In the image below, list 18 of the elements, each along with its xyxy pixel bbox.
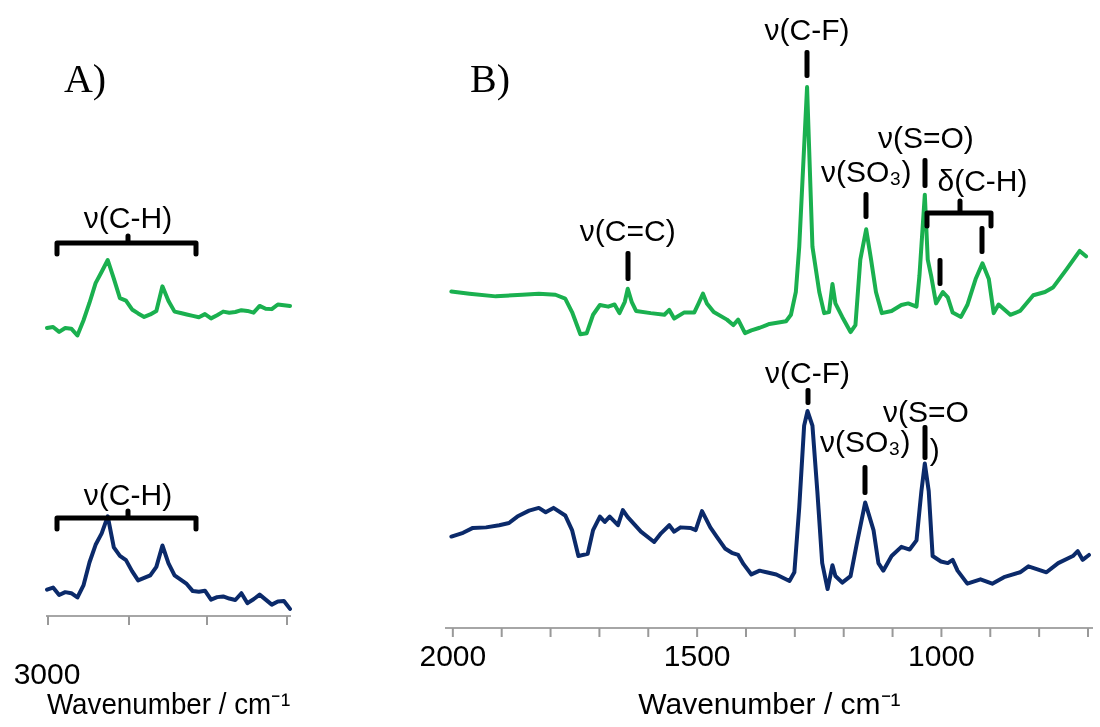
annotation: ν(C-F) <box>764 13 850 46</box>
x-tick-label: 2000 <box>419 639 487 673</box>
annotation: ) <box>929 432 940 466</box>
text: ν(C-H) <box>83 201 173 234</box>
x-tick-label: 1500 <box>663 639 731 673</box>
annotation: ν(C-H) <box>83 478 173 511</box>
x-tick-label: 1000 <box>908 639 975 673</box>
chart-title: B) <box>470 56 510 101</box>
annotation: δ(C-H) <box>937 164 1028 198</box>
annotation: ν(SO₃) <box>820 155 912 189</box>
text: 3000 <box>13 657 81 690</box>
annotation: ν(S=O) <box>877 120 974 154</box>
x-axis-title: Wavenumber / cm⁻¹ <box>638 687 901 721</box>
annotation: ν(S=O <box>882 394 969 428</box>
x-axis-title: Wavenumber / cm⁻¹ <box>46 687 291 721</box>
annotation: ν(C-F) <box>765 356 851 390</box>
annotation: ν(C=C) <box>579 213 676 247</box>
chart-title: A) <box>63 56 107 101</box>
